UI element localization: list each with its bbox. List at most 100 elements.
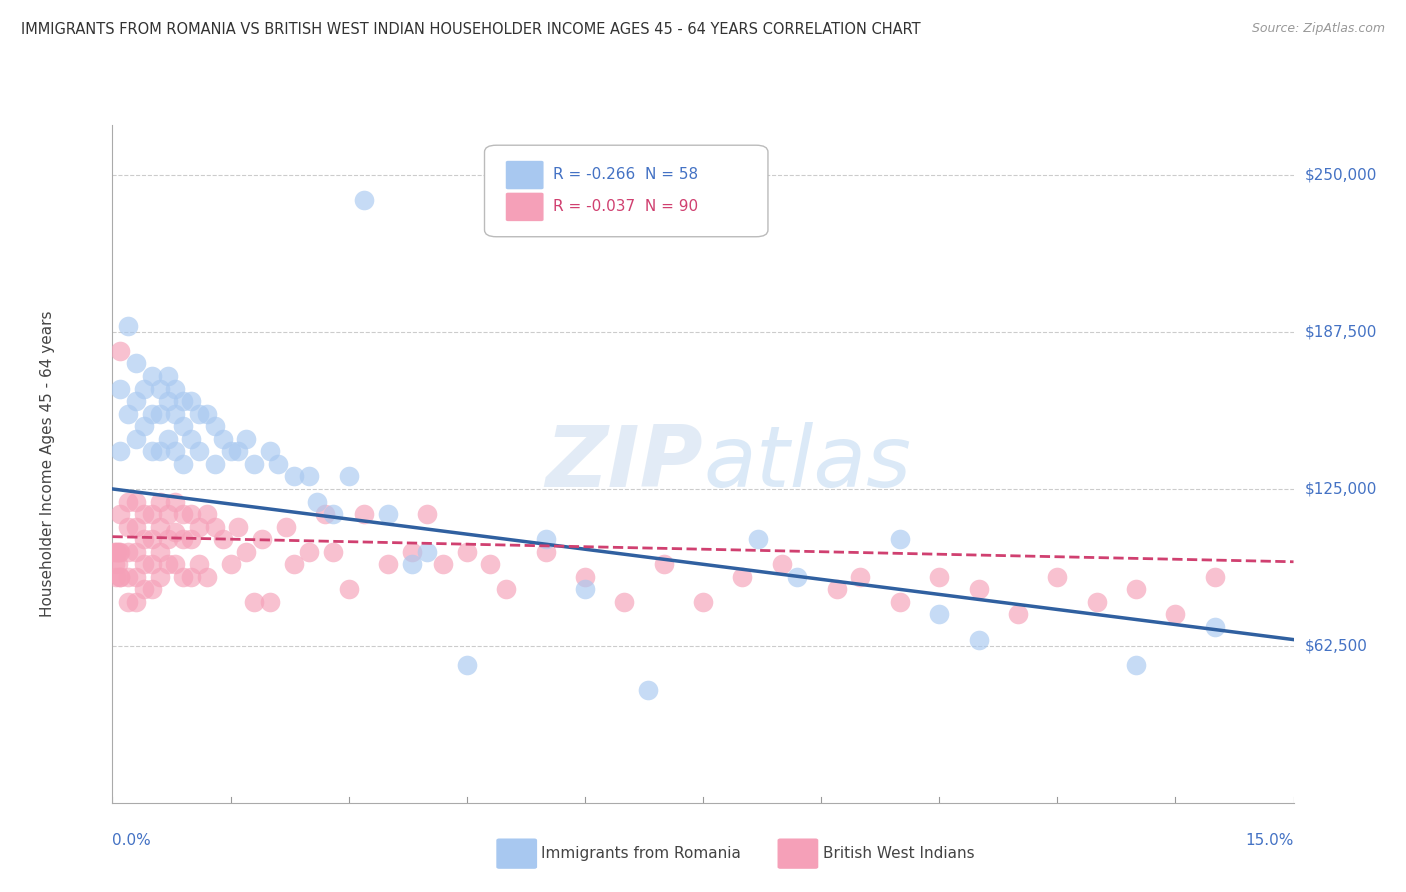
Point xyxy=(141,558,163,572)
Point xyxy=(149,519,172,533)
Point xyxy=(337,582,360,597)
Point xyxy=(259,444,281,458)
Point xyxy=(125,356,148,370)
Point xyxy=(104,558,127,572)
Point xyxy=(786,570,808,584)
Point xyxy=(195,507,218,521)
Text: 15.0%: 15.0% xyxy=(1246,833,1294,848)
Point xyxy=(117,595,139,609)
Point xyxy=(243,457,266,471)
Point xyxy=(401,558,423,572)
Point xyxy=(307,494,329,508)
Point xyxy=(456,657,478,672)
Point xyxy=(141,582,163,597)
Point xyxy=(1046,570,1069,584)
Point xyxy=(132,558,155,572)
Text: $62,500: $62,500 xyxy=(1305,639,1368,653)
Point xyxy=(377,507,399,521)
Point xyxy=(188,407,211,421)
Point xyxy=(283,469,305,483)
Point xyxy=(1085,595,1108,609)
Point xyxy=(172,419,194,434)
Point xyxy=(172,457,194,471)
Point xyxy=(432,558,454,572)
Text: $125,000: $125,000 xyxy=(1305,482,1376,497)
Point xyxy=(235,432,257,446)
Point xyxy=(132,532,155,546)
Point xyxy=(125,519,148,533)
Text: British West Indians: British West Indians xyxy=(823,847,974,861)
Text: IMMIGRANTS FROM ROMANIA VS BRITISH WEST INDIAN HOUSEHOLDER INCOME AGES 45 - 64 Y: IMMIGRANTS FROM ROMANIA VS BRITISH WEST … xyxy=(21,22,921,37)
FancyBboxPatch shape xyxy=(506,193,544,221)
Point xyxy=(825,582,848,597)
Point xyxy=(211,532,233,546)
Text: ZIP: ZIP xyxy=(546,422,703,506)
Point xyxy=(165,382,187,396)
Point xyxy=(195,570,218,584)
Text: Immigrants from Romania: Immigrants from Romania xyxy=(541,847,741,861)
Point xyxy=(125,595,148,609)
Point xyxy=(149,382,172,396)
Point xyxy=(928,607,950,622)
Point xyxy=(1204,620,1226,634)
Point xyxy=(141,444,163,458)
Point xyxy=(141,532,163,546)
Point xyxy=(108,570,131,584)
Point xyxy=(337,469,360,483)
Point xyxy=(165,444,187,458)
Point xyxy=(188,519,211,533)
Point xyxy=(156,532,179,546)
Text: 0.0%: 0.0% xyxy=(112,833,152,848)
Text: Source: ZipAtlas.com: Source: ZipAtlas.com xyxy=(1251,22,1385,36)
Point xyxy=(104,545,127,559)
Point xyxy=(314,507,336,521)
Point xyxy=(731,570,754,584)
Point xyxy=(172,394,194,409)
Point xyxy=(1125,657,1147,672)
Point xyxy=(141,507,163,521)
Point xyxy=(110,382,132,396)
Text: Householder Income Ages 45 - 64 years: Householder Income Ages 45 - 64 years xyxy=(39,310,55,617)
Point xyxy=(274,519,297,533)
Point xyxy=(267,457,290,471)
Point xyxy=(534,532,557,546)
Point xyxy=(479,558,502,572)
Point xyxy=(204,457,226,471)
Point xyxy=(259,595,281,609)
Point xyxy=(574,582,596,597)
Point xyxy=(353,507,375,521)
Point xyxy=(204,519,226,533)
Point xyxy=(250,532,273,546)
Point xyxy=(117,318,139,333)
Point xyxy=(156,432,179,446)
Point xyxy=(1125,582,1147,597)
Point xyxy=(105,545,128,559)
Point xyxy=(770,558,793,572)
Point xyxy=(322,507,344,521)
Point xyxy=(132,419,155,434)
Point xyxy=(180,532,202,546)
Point xyxy=(243,595,266,609)
Point xyxy=(889,595,911,609)
Point xyxy=(117,519,139,533)
Point xyxy=(117,494,139,508)
Point xyxy=(195,407,218,421)
Point xyxy=(1164,607,1187,622)
Point xyxy=(849,570,872,584)
Point xyxy=(149,570,172,584)
Point xyxy=(165,558,187,572)
Point xyxy=(401,545,423,559)
Text: $187,500: $187,500 xyxy=(1305,325,1376,340)
Point xyxy=(1007,607,1029,622)
Point xyxy=(652,558,675,572)
Point xyxy=(125,394,148,409)
Point xyxy=(149,444,172,458)
Point xyxy=(180,570,202,584)
Point xyxy=(928,570,950,584)
Point xyxy=(165,524,187,539)
Point xyxy=(416,507,439,521)
Point xyxy=(204,419,226,434)
Point xyxy=(125,545,148,559)
Point xyxy=(132,582,155,597)
Point xyxy=(165,407,187,421)
